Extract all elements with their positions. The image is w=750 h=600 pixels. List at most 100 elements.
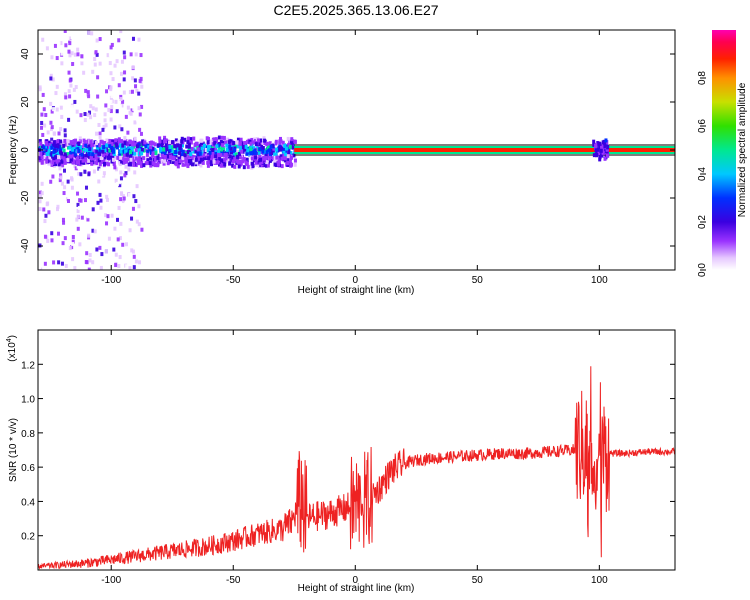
heat-cell	[224, 153, 228, 158]
heat-cell	[186, 140, 190, 145]
heat-cell	[122, 149, 126, 154]
heat-cell	[60, 154, 64, 159]
y-tick-label: 20	[20, 96, 31, 108]
heat-cell	[268, 141, 272, 146]
heat-cell	[122, 77, 126, 82]
heat-cell	[98, 192, 102, 197]
heat-cell	[598, 145, 602, 150]
heat-cell	[222, 148, 226, 153]
heat-cell	[235, 140, 239, 145]
heat-cell	[64, 153, 68, 158]
heat-cell	[38, 190, 42, 195]
heat-cell	[74, 166, 78, 171]
heat-cell	[139, 53, 143, 58]
heat-cell	[119, 221, 123, 226]
colorbar-tick-label: 0.4	[697, 167, 708, 181]
y-tick-label: 0.2	[21, 532, 35, 543]
heat-cell	[258, 147, 262, 152]
heat-cell	[48, 155, 52, 160]
heat-cell	[272, 146, 276, 151]
heat-cell	[293, 139, 297, 144]
heat-cell	[76, 156, 80, 161]
heat-cell	[603, 144, 607, 149]
heat-cell	[98, 61, 102, 66]
heat-cell	[130, 108, 134, 113]
heat-cell	[109, 45, 113, 50]
heat-cell	[216, 156, 220, 161]
heat-cell	[73, 52, 77, 57]
heat-cell	[192, 155, 196, 160]
heat-cell	[77, 155, 81, 160]
heat-cell	[82, 160, 86, 165]
heat-cell	[103, 159, 107, 164]
heat-cell	[38, 85, 42, 90]
heat-cell	[594, 142, 598, 147]
heat-cell	[117, 263, 121, 268]
spectrogram-ylabel: Frequency (Hz)	[8, 116, 19, 185]
heat-cell	[131, 249, 135, 254]
heat-cell	[59, 41, 63, 46]
heat-cell	[189, 159, 193, 164]
heat-cell	[220, 147, 224, 152]
heat-cell	[124, 171, 128, 176]
heat-cell	[251, 164, 255, 169]
heat-cell	[107, 162, 111, 167]
heat-cell	[66, 158, 70, 163]
heat-cell	[183, 153, 187, 158]
heat-cell	[138, 127, 142, 132]
heat-cell	[161, 153, 165, 158]
heat-cell	[283, 158, 287, 163]
heat-cell	[83, 140, 87, 145]
heat-cell	[67, 195, 71, 200]
heat-cell	[57, 41, 61, 46]
heat-cell	[174, 138, 178, 143]
heat-cell	[60, 114, 64, 119]
heat-cell	[96, 200, 100, 205]
heat-cell	[237, 144, 241, 149]
heat-cell	[139, 131, 143, 136]
heat-cell	[118, 255, 122, 260]
heat-cell	[146, 149, 150, 154]
heat-cell	[229, 139, 233, 144]
heat-cell	[55, 151, 59, 156]
heat-cell	[259, 157, 263, 162]
heat-cell	[156, 161, 160, 166]
heat-cell	[54, 91, 58, 96]
heat-cell	[130, 89, 134, 94]
heat-cell	[45, 202, 49, 207]
heat-cell	[71, 257, 75, 262]
heat-cell	[119, 139, 123, 144]
y-tick-label: -40	[20, 238, 31, 253]
heat-cell	[271, 149, 275, 154]
heat-cell	[110, 105, 114, 110]
heat-cell	[52, 152, 56, 157]
heat-cell	[76, 164, 80, 169]
heat-cell	[148, 147, 152, 152]
heat-cell	[63, 30, 67, 33]
heat-cell	[224, 140, 228, 145]
heat-cell	[219, 153, 223, 158]
heat-cell	[132, 265, 136, 270]
heat-cell	[231, 163, 235, 168]
heat-cell	[38, 243, 42, 248]
heat-cell	[57, 131, 61, 136]
heat-cell	[98, 245, 102, 250]
x-tick-label: 100	[591, 575, 608, 586]
heat-cell	[41, 152, 45, 157]
heat-cell	[50, 264, 54, 269]
heat-cell	[600, 151, 604, 156]
heat-cell	[78, 145, 82, 150]
heat-cell	[153, 142, 157, 147]
heat-cell	[61, 230, 65, 235]
heat-cell	[91, 143, 95, 148]
heat-cell	[124, 164, 128, 169]
heat-cell	[86, 112, 90, 117]
heat-cell	[106, 155, 110, 160]
heat-cell	[116, 142, 120, 147]
heat-cell	[89, 156, 93, 161]
heat-cell	[215, 144, 219, 149]
heat-cell	[250, 143, 254, 148]
heat-cell	[53, 43, 57, 48]
heat-cell	[266, 145, 270, 150]
heat-cell	[131, 156, 135, 161]
